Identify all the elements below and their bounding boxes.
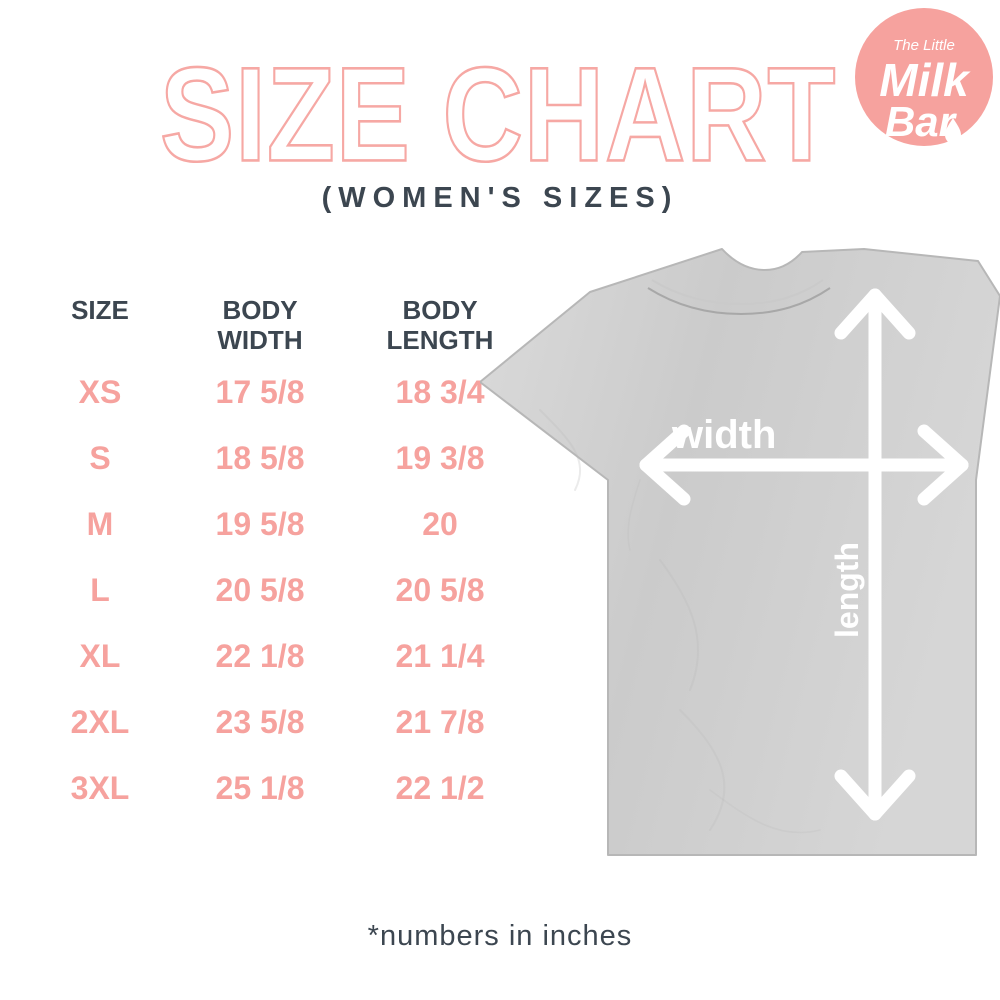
svg-text:The Little: The Little — [893, 37, 955, 54]
svg-text:width: width — [671, 413, 776, 457]
svg-text:length: length — [829, 542, 865, 638]
